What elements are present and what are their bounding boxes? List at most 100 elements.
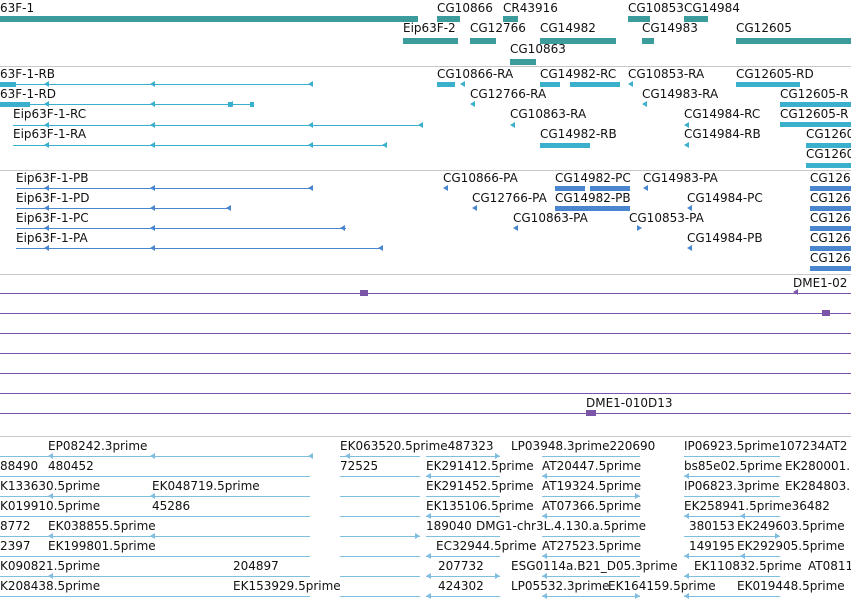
est-line[interactable] — [0, 516, 310, 517]
clone-label[interactable]: DME1-010D13 — [586, 396, 673, 410]
est-line[interactable] — [684, 596, 780, 597]
est-label[interactable]: AT0811 — [808, 559, 851, 573]
protein-strand-arrow[interactable] — [513, 225, 518, 231]
est-strand-arrow[interactable] — [308, 453, 313, 459]
gene-label[interactable]: CR43916 — [503, 1, 558, 15]
protein-intron[interactable] — [16, 248, 383, 249]
protein-label[interactable]: CG14983-PA — [643, 171, 718, 185]
est-line[interactable] — [684, 496, 780, 497]
est-line[interactable] — [340, 496, 420, 497]
est-strand-arrow[interactable] — [150, 493, 155, 499]
est-label[interactable]: 72525 — [340, 459, 379, 473]
transcript-exon[interactable] — [540, 143, 590, 148]
transcript-strand-arrow[interactable] — [308, 81, 313, 87]
protein-strand-arrow[interactable] — [687, 205, 692, 211]
gene-label[interactable]: CG14984 — [684, 1, 740, 15]
est-strand-arrow[interactable] — [542, 573, 547, 579]
clone-line[interactable] — [0, 293, 851, 294]
protein-exon[interactable] — [590, 186, 630, 191]
protein-strand-arrow[interactable] — [340, 225, 345, 231]
est-label[interactable]: K208438.5prime — [0, 579, 101, 593]
transcript-intron[interactable] — [0, 104, 252, 105]
est-strand-arrow[interactable] — [426, 473, 431, 479]
est-label[interactable]: IP06923.5prime107234AT2 — [684, 439, 848, 453]
est-label[interactable]: AT19324.5prime — [542, 479, 642, 493]
transcript-strand-arrow[interactable] — [44, 142, 49, 148]
est-strand-arrow[interactable] — [684, 513, 689, 519]
protein-label[interactable]: CG14984-PB — [687, 231, 763, 245]
transcript-exon[interactable] — [250, 102, 254, 107]
est-label[interactable]: EP08242.3prime — [48, 439, 148, 453]
est-strand-arrow[interactable] — [542, 513, 547, 519]
est-line[interactable] — [340, 556, 420, 557]
transcript-strand-arrow[interactable] — [510, 122, 515, 128]
gene-label[interactable]: 63F-1 — [0, 1, 35, 15]
est-label[interactable]: EK291452.5prime — [426, 479, 534, 493]
est-line[interactable] — [684, 516, 780, 517]
transcript-intron[interactable] — [13, 125, 422, 126]
clone-line[interactable] — [0, 313, 851, 314]
gene-glyph[interactable] — [510, 59, 536, 65]
transcript-label[interactable]: Eip63F-1-RA — [13, 127, 87, 141]
transcript-strand-arrow[interactable] — [308, 122, 313, 128]
est-label[interactable]: 380153 — [689, 519, 735, 533]
protein-intron[interactable] — [16, 208, 230, 209]
est-line[interactable] — [426, 516, 500, 517]
clone-end-marker[interactable] — [360, 290, 368, 296]
transcript-label[interactable]: CG1260 — [806, 127, 851, 141]
protein-label[interactable]: CG126 — [810, 211, 851, 225]
est-line[interactable] — [684, 476, 780, 477]
est-label[interactable]: LP05532.3prime — [511, 579, 610, 593]
est-line[interactable] — [684, 556, 780, 557]
est-label[interactable]: 424302 — [438, 579, 484, 593]
transcript-exon[interactable] — [736, 82, 800, 87]
transcript-exon[interactable] — [0, 102, 30, 107]
est-label[interactable]: EK048719.5prime — [152, 479, 260, 493]
est-line[interactable] — [340, 596, 420, 597]
protein-strand-arrow[interactable] — [443, 185, 448, 191]
transcript-label[interactable]: 63F-1-RD — [0, 87, 57, 101]
transcript-label[interactable]: CG14982-RB — [540, 127, 617, 141]
transcript-strand-arrow[interactable] — [44, 122, 49, 128]
protein-strand-arrow[interactable] — [150, 245, 155, 251]
transcript-label[interactable]: CG14983-RA — [642, 87, 719, 101]
clone-line[interactable] — [0, 353, 851, 354]
protein-label[interactable]: CG14984-PC — [687, 191, 763, 205]
est-strand-arrow[interactable] — [684, 473, 689, 479]
est-label[interactable]: EK284803. — [785, 479, 851, 493]
est-strand-arrow[interactable] — [740, 513, 745, 519]
transcript-strand-arrow[interactable] — [418, 122, 423, 128]
est-line[interactable] — [426, 556, 500, 557]
gene-glyph[interactable] — [503, 16, 518, 22]
est-strand-arrow[interactable] — [635, 493, 640, 499]
est-label[interactable]: EK019448.5prime — [737, 579, 845, 593]
transcript-label[interactable]: CG12766-RA — [470, 87, 547, 101]
est-line[interactable] — [684, 456, 780, 457]
gene-label[interactable]: Eip63F-2 — [403, 21, 456, 35]
protein-strand-arrow[interactable] — [150, 205, 155, 211]
clone-line[interactable] — [0, 413, 851, 414]
est-label[interactable]: AT07366.5prime — [542, 499, 642, 513]
est-strand-arrow[interactable] — [775, 533, 780, 539]
est-strand-arrow[interactable] — [684, 553, 689, 559]
est-line[interactable] — [542, 576, 640, 577]
transcript-label[interactable]: CG10863-RA — [510, 107, 587, 121]
est-line[interactable] — [426, 476, 500, 477]
transcript-strand-arrow[interactable] — [642, 101, 647, 107]
protein-strand-arrow[interactable] — [150, 185, 155, 191]
est-label[interactable]: K090821.5prime — [0, 559, 101, 573]
est-strand-arrow[interactable] — [542, 473, 547, 479]
protein-exon[interactable] — [555, 206, 630, 211]
protein-label[interactable]: CG126 — [810, 191, 851, 205]
est-line[interactable] — [426, 576, 500, 577]
gene-glyph[interactable] — [437, 16, 460, 22]
est-line[interactable] — [0, 556, 310, 557]
est-line[interactable] — [542, 556, 640, 557]
transcript-strand-arrow[interactable] — [382, 142, 387, 148]
protein-strand-arrow[interactable] — [226, 205, 231, 211]
gene-label[interactable]: CG12605 — [736, 21, 792, 35]
est-strand-arrow[interactable] — [684, 573, 689, 579]
est-label[interactable]: 204897 — [233, 559, 279, 573]
protein-label[interactable]: CG126 — [810, 231, 851, 245]
protein-strand-arrow[interactable] — [637, 225, 642, 231]
